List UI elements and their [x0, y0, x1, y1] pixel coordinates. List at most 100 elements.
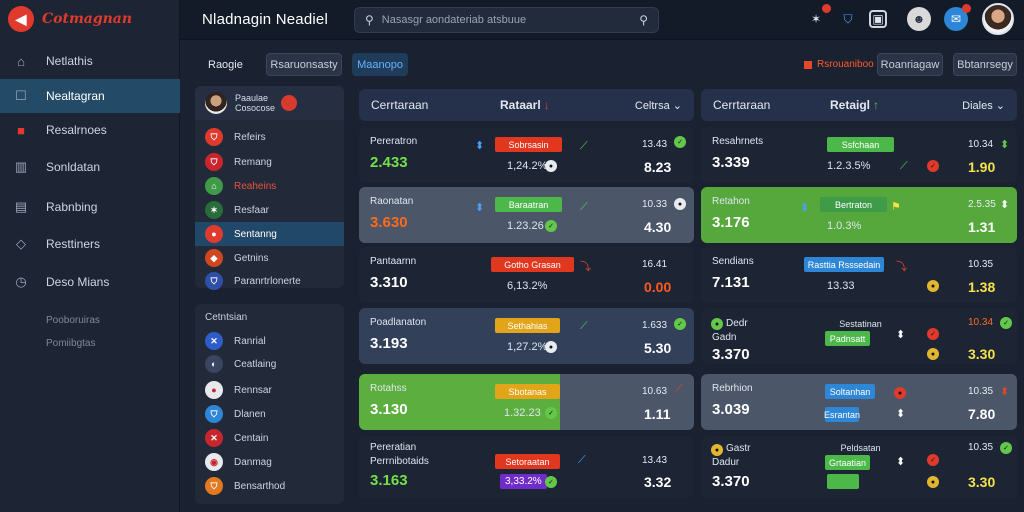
avatar[interactable]	[982, 3, 1014, 35]
list-item[interactable]: ⛉ Dlanen	[195, 402, 344, 426]
match-card[interactable]: Rotahss 3.130 Sbotanas 1.32.23 ✓ 10.63 ⟋…	[359, 374, 694, 430]
match-card[interactable]: ● Gastr Dadur 3.370 Peldsatan Grtaatian …	[701, 436, 1017, 498]
header-line: Cosocose	[235, 103, 276, 113]
list-item[interactable]: ◉ Danmag	[195, 450, 344, 474]
search-placeholder: Nasasgr aondateriab atsbuue	[381, 14, 527, 26]
sidebar-item-shield[interactable]: ◇ Resttiners	[0, 227, 180, 261]
brand-logo[interactable]: ◀ Cotmagnan	[8, 6, 132, 32]
match-column-header[interactable]: Cerrtaraan Retaigl ↑ Diales ⌄	[701, 89, 1017, 121]
header-line: Paaulae	[235, 93, 269, 103]
list-item[interactable]: ⛉ Bensarthod	[195, 474, 344, 498]
list-item[interactable]: ◐ Ceatlaing	[195, 352, 344, 376]
list-item[interactable]: ● Rennsar	[195, 378, 344, 402]
market-tag[interactable]: Baraatran	[495, 197, 562, 212]
market-tag[interactable]: Rasttia Rsssedain	[804, 257, 884, 272]
match-card[interactable]: Pereratian Perrnibotaids 3.163 Setoraata…	[359, 436, 694, 498]
trend-down-icon: ⤵	[896, 261, 907, 273]
market-tag[interactable]: Sobrsasin	[495, 137, 562, 152]
search-input[interactable]: ⚲ Nasasgr aondateriab atsbuue ⚲	[354, 7, 659, 33]
search-submit-icon[interactable]: ⚲	[639, 13, 648, 27]
column-sort-label[interactable]: Retaigl ↑	[830, 98, 879, 112]
market-tag[interactable]: Soltanhan	[825, 384, 875, 399]
crest-icon: ⛉	[205, 477, 223, 495]
list-item[interactable]: ● Sentanng	[195, 222, 344, 246]
sidebar-item-calendar[interactable]: ■ Resalrnoes	[0, 113, 180, 147]
list-item[interactable]: ◆ Getnins	[195, 246, 344, 270]
market-tag[interactable]: Bertraton	[820, 197, 887, 212]
match-card[interactable]: Resahrnets 3.339 Ssfchaan 1.2.3.5% ⟋ ✓ 1…	[701, 127, 1017, 183]
list-item[interactable]: ⛉ Paranrtrlonerte	[195, 269, 344, 293]
market-tag-small[interactable]	[827, 474, 859, 489]
filter-label[interactable]: Raogie	[208, 58, 243, 71]
match-card[interactable]: Rebrhion 3.039 Soltanhan Esrantan ● ⬍ 10…	[701, 374, 1017, 430]
list-item[interactable]: ⛉ Remang	[195, 150, 344, 174]
odds-value: 2.433	[370, 154, 408, 171]
filter-chip[interactable]: Rsaruonsasty	[266, 53, 342, 76]
market-tag[interactable]: Gotho Grasan	[491, 257, 574, 272]
team-name: Rotahss	[370, 383, 407, 394]
match-column-header[interactable]: Cerrtaraan Rataarl ↓ Celtrsa ⌄	[359, 89, 694, 121]
list-item-label: Remang	[234, 156, 272, 168]
market-tag[interactable]: Sbotanas	[495, 384, 560, 399]
live-indicator[interactable]: Rsrouaniboo	[796, 53, 882, 76]
ball-icon	[281, 95, 298, 111]
filter-chip-active[interactable]: Maanopo	[352, 53, 408, 76]
team-name: Resahrnets	[712, 136, 764, 147]
odds-value: 3.193	[370, 335, 408, 352]
market-tag[interactable]: Padnsatt	[825, 331, 870, 346]
indicator-dot: ●	[674, 198, 686, 210]
mini-stat: 1.633	[642, 320, 668, 331]
column-title: Cerrtaraan	[371, 98, 429, 112]
market-tag[interactable]: Sethahias	[495, 318, 560, 333]
market-tag[interactable]: Grtaatian	[825, 455, 870, 470]
mini-stat: 16.41	[642, 259, 668, 270]
clock-icon: ◷	[15, 274, 27, 289]
shield-icon[interactable]: ⛉	[843, 11, 853, 26]
sidebar: ◀ Cotmagnan ⌂ Netlathis ☐ Nealtagran ■ R…	[0, 0, 180, 512]
indicator-dot: ●	[545, 341, 557, 353]
list-item[interactable]: ✶ Resfaar	[195, 198, 344, 222]
match-card[interactable]: Poadlanaton 3.193 Sethahias 1,27.2% ● ⟋ …	[359, 308, 694, 364]
home-icon: ⌂	[17, 53, 25, 69]
notification-icon[interactable]: ✶	[804, 4, 831, 31]
list-item[interactable]: ✕ Ranrial	[195, 329, 344, 353]
indicator-dot: ✓	[927, 328, 939, 340]
column-dropdown[interactable]: Celtrsa ⌄	[634, 99, 682, 112]
market-tag[interactable]: Setoraatan	[495, 454, 560, 469]
profile-badge-icon[interactable]: ☻	[907, 7, 931, 31]
list-item[interactable]: ⌂ Reaheins	[195, 174, 344, 198]
column-title: Cerrtaraan	[713, 98, 771, 112]
market-tag[interactable]: Esrantan	[824, 407, 860, 422]
crest-icon: ⌂	[205, 177, 223, 195]
sidebar-sub-item[interactable]: Pooboruiras	[46, 315, 100, 326]
sidebar-item-clock[interactable]: ◷ Deso Mians	[0, 265, 180, 299]
column-sort-label[interactable]: Rataarl ↓	[500, 98, 550, 112]
match-card[interactable]: Raonatan 3.630 ⬍ Baraatran 1.23.26 ✓ ⟋ 1…	[359, 187, 694, 243]
trend-down-icon: ⤵	[580, 261, 591, 273]
sidebar-sub-item[interactable]: Pomiibgtas	[46, 338, 96, 349]
crest-icon: ✶	[205, 201, 223, 219]
toolbar-button[interactable]: Bbtanrsegy	[953, 53, 1017, 76]
list-item[interactable]: ✕ Centain	[195, 426, 344, 450]
match-card[interactable]: Pantaarnn 3.310 Gotho Grasan 6,13.2% ⤵ 1…	[359, 247, 694, 303]
match-card[interactable]: Dedr ● Gadn 3.370 Sestatinan Padnsatt ⬍ …	[701, 308, 1017, 364]
match-card[interactable]: Pereratron 2.433 ⬍ Sobrsasin 1,24.2% ● ⟋…	[359, 127, 694, 183]
toolbar-button[interactable]: Roanriagaw	[877, 53, 943, 76]
sidebar-item-home[interactable]: ⌂ Netlathis	[0, 44, 180, 78]
clipboard-icon[interactable]: ▣	[869, 10, 887, 28]
match-card[interactable]: Sendians 7.131 Rasttia Rsssedain 13.33 ⤵…	[701, 247, 1017, 303]
odds-value: 3.163	[370, 472, 408, 489]
score-value: 1.38	[968, 279, 996, 295]
list-item[interactable]: ⛉ Refeirs	[195, 125, 344, 149]
sidebar-item-chat[interactable]: ☐ Nealtagran	[0, 79, 180, 113]
sidebar-item-document[interactable]: ▤ Rabnbing	[0, 190, 180, 224]
sidebar-item-columns[interactable]: ▥ Sonldatan	[0, 150, 180, 184]
match-card[interactable]: Retahon 3.176 ⬍ Bertraton 1.0.3% ⚑ 2.5.3…	[701, 187, 1017, 243]
market-tag[interactable]: Ssfchaan	[827, 137, 894, 152]
column-dropdown[interactable]: Diales ⌄	[962, 99, 1005, 112]
crest-icon: ◉	[205, 453, 223, 471]
messages-icon[interactable]: ✉	[944, 4, 971, 31]
live-label: Rsrouaniboo	[817, 59, 874, 70]
team-list-header[interactable]: Paaulae Cosocose	[195, 86, 344, 120]
arrow-up-icon: ↑	[873, 98, 880, 112]
